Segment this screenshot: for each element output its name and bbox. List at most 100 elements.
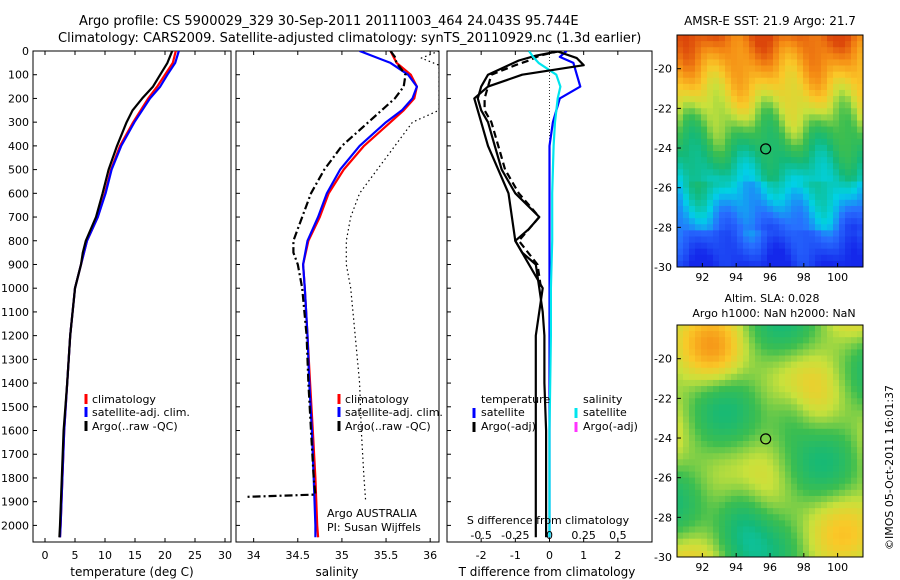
heatmap-cell xyxy=(755,47,762,54)
heatmap-cell xyxy=(773,126,780,134)
heatmap-cell xyxy=(827,434,834,442)
heatmap-cell xyxy=(809,410,816,417)
heatmap-cell xyxy=(791,205,798,213)
heatmap-cell xyxy=(797,83,804,91)
heatmap-cell xyxy=(749,489,756,497)
heatmap-cell xyxy=(701,520,708,527)
heatmap-cell xyxy=(833,260,840,268)
heatmap-cell xyxy=(737,489,744,497)
heatmap-cell xyxy=(731,453,738,460)
heatmap-cell xyxy=(803,337,810,344)
heatmap-cell xyxy=(731,550,738,558)
heatmap-cell xyxy=(701,502,708,509)
heatmap-cell xyxy=(725,343,732,350)
heatmap-cell xyxy=(677,126,684,134)
heatmap-cell xyxy=(725,416,732,424)
heatmap-cell xyxy=(779,163,786,170)
heatmap-cell xyxy=(833,47,840,54)
heatmap-cell xyxy=(779,47,786,54)
heatmap-cell xyxy=(707,169,714,176)
heatmap-cell xyxy=(743,157,750,164)
heatmap-cell xyxy=(767,65,774,73)
heatmap-cell xyxy=(689,163,696,170)
heatmap-cell xyxy=(737,349,744,356)
heatmap-cell xyxy=(725,230,732,237)
heatmap-cell xyxy=(749,471,756,479)
heatmap-cell xyxy=(827,157,834,164)
heatmap-cell xyxy=(857,502,864,509)
heatmap-cell xyxy=(767,447,774,454)
heatmap-cell xyxy=(677,193,684,201)
heatmap-cell xyxy=(773,422,780,430)
heatmap-cell xyxy=(689,114,696,121)
heatmap-cell xyxy=(731,386,738,393)
heatmap-cell xyxy=(719,441,726,448)
heatmap-cell xyxy=(851,526,858,533)
heatmap-cell xyxy=(833,35,840,42)
heatmap-cell xyxy=(857,65,864,73)
heatmap-cell xyxy=(845,236,852,243)
heatmap-cell xyxy=(767,392,774,399)
heatmap-cell xyxy=(695,502,702,509)
heatmap-cell xyxy=(815,169,822,176)
x-tick-label: 34 xyxy=(247,549,261,562)
heatmap-cell xyxy=(695,489,702,497)
heatmap-cell xyxy=(791,89,798,97)
heatmap-cell xyxy=(773,483,780,491)
heatmap-cell xyxy=(809,65,816,73)
heatmap-cell xyxy=(803,502,810,509)
heatmap-cell xyxy=(857,349,864,356)
heatmap-cell xyxy=(701,544,708,552)
heatmap-cell xyxy=(731,392,738,399)
heatmap-cell xyxy=(701,242,708,250)
heatmap-cell xyxy=(731,349,738,356)
heatmap-cell xyxy=(827,550,834,558)
heatmap-cell xyxy=(761,187,768,195)
heatmap-cell xyxy=(773,550,780,558)
heatmap-cell xyxy=(857,89,864,97)
heatmap-cell xyxy=(743,35,750,42)
heatmap-cell xyxy=(737,248,744,256)
heatmap-cell xyxy=(857,404,864,411)
heatmap-cell xyxy=(725,453,732,460)
heatmap-cell xyxy=(791,169,798,176)
heatmap-cell xyxy=(785,254,792,262)
heatmap-cell xyxy=(749,325,756,332)
heatmap-cell xyxy=(839,447,846,454)
heatmap-cell xyxy=(773,212,780,219)
heatmap-cell xyxy=(791,373,798,381)
heatmap-cell xyxy=(707,532,714,540)
heatmap-cell xyxy=(707,199,714,207)
heatmap-cell xyxy=(755,230,762,237)
heatmap-cell xyxy=(725,199,732,207)
heatmap-cell xyxy=(779,337,786,344)
series-line xyxy=(483,51,561,289)
heatmap-cell xyxy=(791,102,798,109)
heatmap-cell xyxy=(827,331,834,338)
heatmap-cell xyxy=(695,236,702,243)
heatmap-cell xyxy=(731,441,738,448)
heatmap-cell xyxy=(815,126,822,134)
heatmap-cell xyxy=(683,212,690,219)
heatmap-cell xyxy=(743,96,750,103)
heatmap-cell xyxy=(713,35,720,42)
heatmap-cell xyxy=(815,83,822,91)
heatmap-cell xyxy=(791,83,798,91)
heatmap-cell xyxy=(755,59,762,66)
heatmap-cell xyxy=(809,199,816,207)
heatmap-cell xyxy=(857,120,864,127)
heatmap-cell xyxy=(797,181,804,189)
heatmap-cell xyxy=(677,550,684,558)
heatmap-cell xyxy=(839,422,846,430)
heatmap-cell xyxy=(779,471,786,479)
heatmap-cell xyxy=(701,96,708,103)
heatmap-cell xyxy=(743,532,750,540)
heatmap-cell xyxy=(851,367,858,375)
heatmap-cell xyxy=(845,144,852,152)
heatmap-cell xyxy=(815,65,822,73)
heatmap-cell xyxy=(677,447,684,454)
y-tick-label: 1800 xyxy=(1,472,29,485)
heatmap-cell xyxy=(707,367,714,375)
heatmap-cell xyxy=(725,404,732,411)
heatmap-cell xyxy=(773,447,780,454)
